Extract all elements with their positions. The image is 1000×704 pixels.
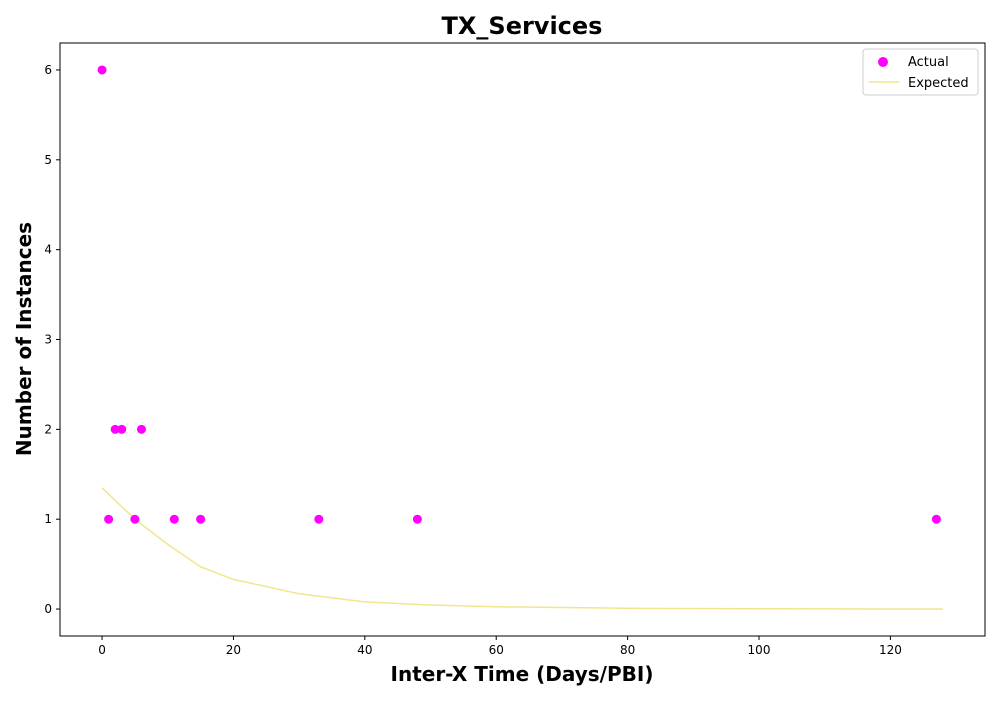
y-tick-label: 2 bbox=[44, 422, 52, 436]
y-tick-label: 5 bbox=[44, 153, 52, 167]
expected-curve bbox=[101, 487, 944, 610]
actual-point bbox=[412, 514, 422, 524]
actual-point bbox=[97, 65, 107, 75]
x-tick-label: 40 bbox=[357, 643, 372, 657]
legend: Actual Expected bbox=[862, 48, 979, 96]
x-tick-label: 120 bbox=[879, 643, 902, 657]
y-axis: 0 1 2 3 4 5 6 bbox=[44, 63, 60, 616]
legend-label-expected: Expected bbox=[908, 76, 969, 91]
legend-label-actual: Actual bbox=[908, 55, 949, 70]
plot-area bbox=[59, 42, 986, 637]
y-tick-label: 4 bbox=[44, 243, 52, 257]
actual-point bbox=[931, 514, 941, 524]
y-tick-label: 0 bbox=[44, 602, 52, 616]
chart-title: TX_Services bbox=[442, 12, 603, 40]
actual-point bbox=[110, 424, 120, 434]
x-tick-label: 100 bbox=[748, 643, 771, 657]
actual-point bbox=[196, 514, 206, 524]
y-axis-title: Number of Instances bbox=[12, 222, 36, 456]
x-tick-label: 80 bbox=[620, 643, 635, 657]
actual-point bbox=[130, 514, 140, 524]
series-layer bbox=[97, 65, 944, 610]
x-axis-title: Inter-X Time (Days/PBI) bbox=[391, 662, 654, 686]
actual-point bbox=[117, 424, 127, 434]
x-axis: 0 20 40 60 80 100 120 bbox=[98, 636, 902, 657]
actual-point bbox=[314, 514, 324, 524]
actual-point bbox=[136, 424, 146, 434]
x-tick-label: 0 bbox=[98, 643, 106, 657]
actual-point bbox=[104, 514, 114, 524]
y-tick-label: 6 bbox=[44, 63, 52, 77]
x-tick-label: 60 bbox=[489, 643, 504, 657]
y-tick-label: 1 bbox=[44, 512, 52, 526]
legend-marker-actual bbox=[878, 57, 888, 67]
legend-box bbox=[862, 48, 979, 96]
y-tick-label: 3 bbox=[44, 333, 52, 347]
actual-point bbox=[169, 514, 179, 524]
x-tick-label: 20 bbox=[226, 643, 241, 657]
